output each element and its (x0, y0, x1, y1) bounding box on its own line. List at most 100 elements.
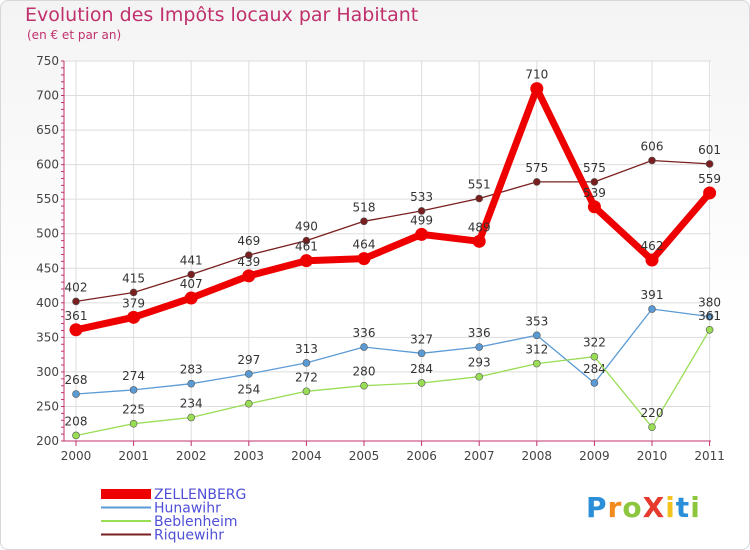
data-label: 380 (698, 296, 721, 310)
logo-letter-p: P (586, 491, 608, 524)
data-point (184, 291, 198, 305)
series-line-zellenberg (75, 85, 713, 334)
data-point (587, 200, 601, 214)
x-tick-label-2006: 2006 (406, 449, 437, 463)
x-tick-label-2002: 2002 (176, 449, 207, 463)
data-point (645, 253, 659, 267)
data-label: 539 (583, 186, 606, 200)
legend-label-hunawihr: Hunawihr (154, 501, 221, 517)
data-point (72, 431, 80, 440)
data-label: 464 (353, 238, 376, 252)
y-tick-label-750: 750 (36, 54, 59, 68)
data-point (187, 413, 195, 422)
data-label: 407 (180, 277, 203, 291)
series-line-riquewihr (75, 159, 710, 303)
series-line-beblenheim (75, 329, 711, 437)
data-label: 575 (525, 161, 548, 175)
data-label: 559 (698, 172, 721, 186)
data-point (245, 251, 253, 259)
x-tick-label-2003: 2003 (234, 449, 265, 463)
data-label: 402 (65, 280, 88, 294)
data-point (705, 325, 714, 334)
data-point (360, 217, 368, 226)
data-point (532, 178, 541, 186)
data-point (357, 252, 371, 266)
data-point (590, 178, 599, 186)
data-label: 312 (525, 343, 548, 357)
data-point (72, 390, 80, 398)
x-axis-ticks: 2000 2001 2002 2003 2004 2005 2006 2007 2008 2009… (61, 441, 725, 463)
data-label: 283 (180, 363, 203, 377)
y-tick-label-350: 350 (36, 330, 59, 344)
data-point (417, 207, 426, 215)
data-label: 415 (122, 271, 145, 285)
data-label: 297 (237, 353, 260, 367)
data-label: 284 (410, 362, 433, 376)
data-label: 280 (353, 365, 376, 379)
data-label: 551 (468, 177, 491, 191)
data-label: 268 (65, 373, 88, 387)
data-label: 462 (641, 239, 664, 253)
data-point (415, 227, 429, 241)
data-label: 284 (583, 362, 606, 376)
data-label: 469 (237, 234, 260, 248)
data-point (530, 82, 544, 96)
data-label: 379 (122, 296, 145, 310)
data-point (302, 387, 311, 396)
data-point (360, 343, 368, 351)
data-label: 220 (641, 406, 664, 420)
data-label: 533 (410, 190, 433, 204)
series-beblenheim: 208 225 234 254 272 280 284 293 312 322 220 361 (65, 309, 721, 440)
data-point (472, 234, 486, 248)
data-point (187, 270, 195, 279)
x-tick-label-2008: 2008 (522, 449, 553, 463)
legend-label-zellenberg: ZELLENBERG (154, 487, 246, 503)
data-point (475, 372, 484, 381)
y-tick-label-650: 650 (36, 123, 59, 137)
data-label: 327 (410, 332, 433, 346)
legend-label-beblenheim: Beblenheim (154, 514, 238, 530)
logo-letter-o: o (622, 491, 643, 524)
x-tick-label-2004: 2004 (291, 449, 322, 463)
logo-letter-i2: i (690, 491, 701, 524)
data-point (360, 381, 368, 390)
data-label: 710 (525, 68, 548, 82)
data-label: 361 (698, 309, 721, 323)
data-label: 208 (65, 414, 88, 428)
data-label: 225 (122, 403, 145, 417)
data-point (532, 359, 541, 368)
data-label: 441 (180, 253, 203, 267)
data-label: 313 (295, 342, 318, 356)
series-line-hunawihr (75, 308, 710, 395)
data-label: 336 (468, 326, 491, 340)
data-label: 490 (295, 220, 318, 234)
data-point (648, 423, 656, 431)
series-zellenberg: 361 379 407 439 461 464 499 489 710 539 462 559 (65, 68, 721, 337)
x-tick-label-2000: 2000 (61, 449, 92, 463)
x-tick-label-2010: 2010 (637, 449, 668, 463)
data-point (648, 156, 656, 165)
data-point (129, 419, 138, 428)
data-point (703, 186, 717, 200)
data-label: 322 (583, 336, 606, 350)
data-label: 234 (180, 397, 203, 411)
data-point (129, 386, 138, 394)
logo-letter-x: X (642, 491, 666, 524)
proxiti-logo: ProXiti (586, 491, 701, 524)
x-tick-label-2009: 2009 (579, 449, 610, 463)
y-tick-label-700: 700 (36, 89, 59, 103)
data-label: 293 (468, 356, 491, 370)
logo-letter-i: i (665, 491, 676, 524)
y-tick-label-450: 450 (36, 261, 59, 275)
data-label: 353 (525, 314, 548, 328)
series-hunawihr: 268 274 283 297 313 336 327 336 353 284 391 380 (65, 288, 721, 398)
data-point (705, 160, 714, 168)
logo-letter-r: r (607, 491, 623, 524)
data-label: 254 (237, 383, 260, 397)
x-tick-label-2005: 2005 (349, 449, 380, 463)
grid-lines (64, 60, 711, 442)
series-riquewihr: 402 415 441 469 490 518 533 551 575 575 606 601 (65, 139, 721, 306)
